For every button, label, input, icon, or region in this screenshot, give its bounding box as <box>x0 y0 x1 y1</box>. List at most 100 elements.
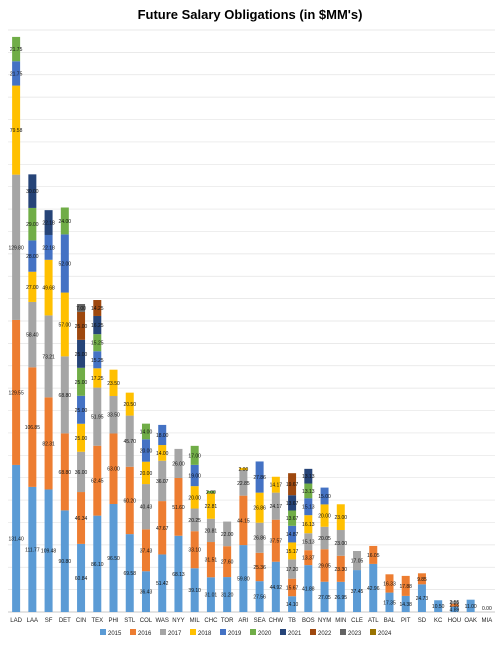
data-label: 29.05 <box>318 563 331 569</box>
data-label: 23.00 <box>335 541 348 547</box>
legend-label: 2018 <box>198 631 212 637</box>
bar-segment <box>304 515 313 534</box>
bar-segment <box>28 174 37 208</box>
data-label: 19.67 <box>286 482 299 488</box>
data-label: 46.34 <box>75 516 88 522</box>
data-label: 60.20 <box>123 498 136 504</box>
bar-segment <box>336 555 345 582</box>
bar-segment <box>12 61 21 86</box>
data-label: 26.86 <box>253 506 266 512</box>
bar-segment <box>28 301 37 368</box>
data-label: 86.10 <box>91 562 104 568</box>
data-label: 13.67 <box>286 501 299 507</box>
legend-item-2022: 2022 <box>310 629 332 637</box>
data-label: 58.40 <box>26 333 39 339</box>
bar-segment <box>336 504 345 531</box>
bar-stack-sd: 24.73 9.85 <box>416 573 428 612</box>
x-tick-label: TB <box>288 618 296 624</box>
bar-segment <box>223 546 232 578</box>
bar-segment <box>174 448 183 478</box>
bar-segment <box>93 351 102 369</box>
bar-segment <box>109 369 118 396</box>
data-label: 15.25 <box>91 358 104 364</box>
bar-segment <box>401 575 410 596</box>
bar-stack-sea: 27.56 25.36 26.86 26.86 27.86 <box>253 461 266 612</box>
bar-stack-cle: 37.45 17.05 <box>351 551 363 612</box>
x-tick-label: MIL <box>190 618 201 624</box>
bar-stack-chw: 44.92 37.57 24.17 14.17 <box>270 476 283 612</box>
data-label: 96.50 <box>107 556 120 562</box>
bar-segment <box>417 573 426 585</box>
data-label: 13.13 <box>302 474 315 480</box>
data-label: 30.00 <box>26 189 39 195</box>
bar-stack-mia: 0.00 <box>482 606 492 612</box>
bar-stack-ari: 59.80 44.15 22.85 2.00 <box>237 467 250 612</box>
bar-segment <box>158 554 167 612</box>
bar-stack-nym: 27.05 29.05 20.05 20.00 15.00 <box>318 487 331 612</box>
bar-segment <box>77 395 86 424</box>
bar-stack-sf: 109.48 82.31 73.21 49.68 22.18 22.18 <box>41 210 56 612</box>
data-label: 15.13 <box>302 540 315 546</box>
x-tick-label: STL <box>124 618 136 624</box>
bar-segment <box>44 234 53 260</box>
bar-segment <box>206 542 215 578</box>
chart-title: Future Salary Obligations (in $MM's) <box>137 7 363 22</box>
data-label: 18.00 <box>156 433 169 439</box>
bar-segment <box>77 304 86 312</box>
bar-segment <box>60 510 69 612</box>
bar-segment <box>44 397 53 490</box>
x-tick-label: CHW <box>269 618 284 624</box>
bar-segment <box>304 565 313 612</box>
x-tick-label: HOU <box>448 618 461 624</box>
legend-item-2018: 2018 <box>190 629 212 637</box>
x-tick-label: PIT <box>401 618 411 624</box>
bar-segment <box>158 424 167 446</box>
data-label: 106.85 <box>25 425 41 431</box>
bar-segment <box>385 592 394 612</box>
x-tick-label: CHC <box>204 618 218 624</box>
bar-segment <box>190 568 199 612</box>
data-label: 19.00 <box>188 474 201 480</box>
data-label: 22.00 <box>221 532 234 538</box>
bar-segment <box>141 423 150 440</box>
bar-segment <box>304 468 313 484</box>
x-tick-label: LAD <box>10 618 22 624</box>
bar-stack-bos: 41.88 13.37 15.13 16.13 15.13 13.13 13.13 <box>302 468 315 612</box>
bar-segment <box>28 207 37 241</box>
bar-segment <box>255 461 264 493</box>
legend-label: 2017 <box>168 631 182 637</box>
bar-segment <box>255 581 264 612</box>
legend-swatch <box>250 629 256 635</box>
bar-segment <box>401 595 410 612</box>
data-label: 27.00 <box>26 285 39 291</box>
x-tick-label: ATL <box>368 618 379 624</box>
data-label: 36.07 <box>156 479 169 485</box>
data-label: 0.00 <box>482 606 492 612</box>
bar-segment <box>93 445 102 516</box>
legend-item-2024: 2024 <box>370 629 392 637</box>
data-label: 36.00 <box>75 470 88 476</box>
data-label: 24.00 <box>59 219 72 225</box>
bar-segment <box>288 596 297 612</box>
legend-label: 2019 <box>228 631 242 637</box>
data-label: 68.80 <box>59 393 72 399</box>
bar-segment <box>28 240 37 272</box>
bar-segment <box>466 599 475 612</box>
bar-segment <box>60 292 69 357</box>
data-label: 26.86 <box>253 536 266 542</box>
data-label: 14.17 <box>270 483 283 489</box>
bar-segment <box>320 487 329 505</box>
data-label: 40.43 <box>140 505 153 511</box>
bar-segment <box>12 319 21 465</box>
data-label: 45.70 <box>123 439 136 445</box>
data-label: 17.00 <box>188 453 201 459</box>
legend-swatch <box>130 629 136 635</box>
data-label: 17.25 <box>91 376 104 382</box>
bar-segment <box>288 510 297 526</box>
legend-item-2023: 2023 <box>340 629 362 637</box>
legend-label: 2016 <box>138 631 152 637</box>
data-label: 79.58 <box>10 128 23 134</box>
bar-stack-tor: 31.20 27.60 22.00 <box>221 521 234 612</box>
data-label: 62.45 <box>91 479 104 485</box>
